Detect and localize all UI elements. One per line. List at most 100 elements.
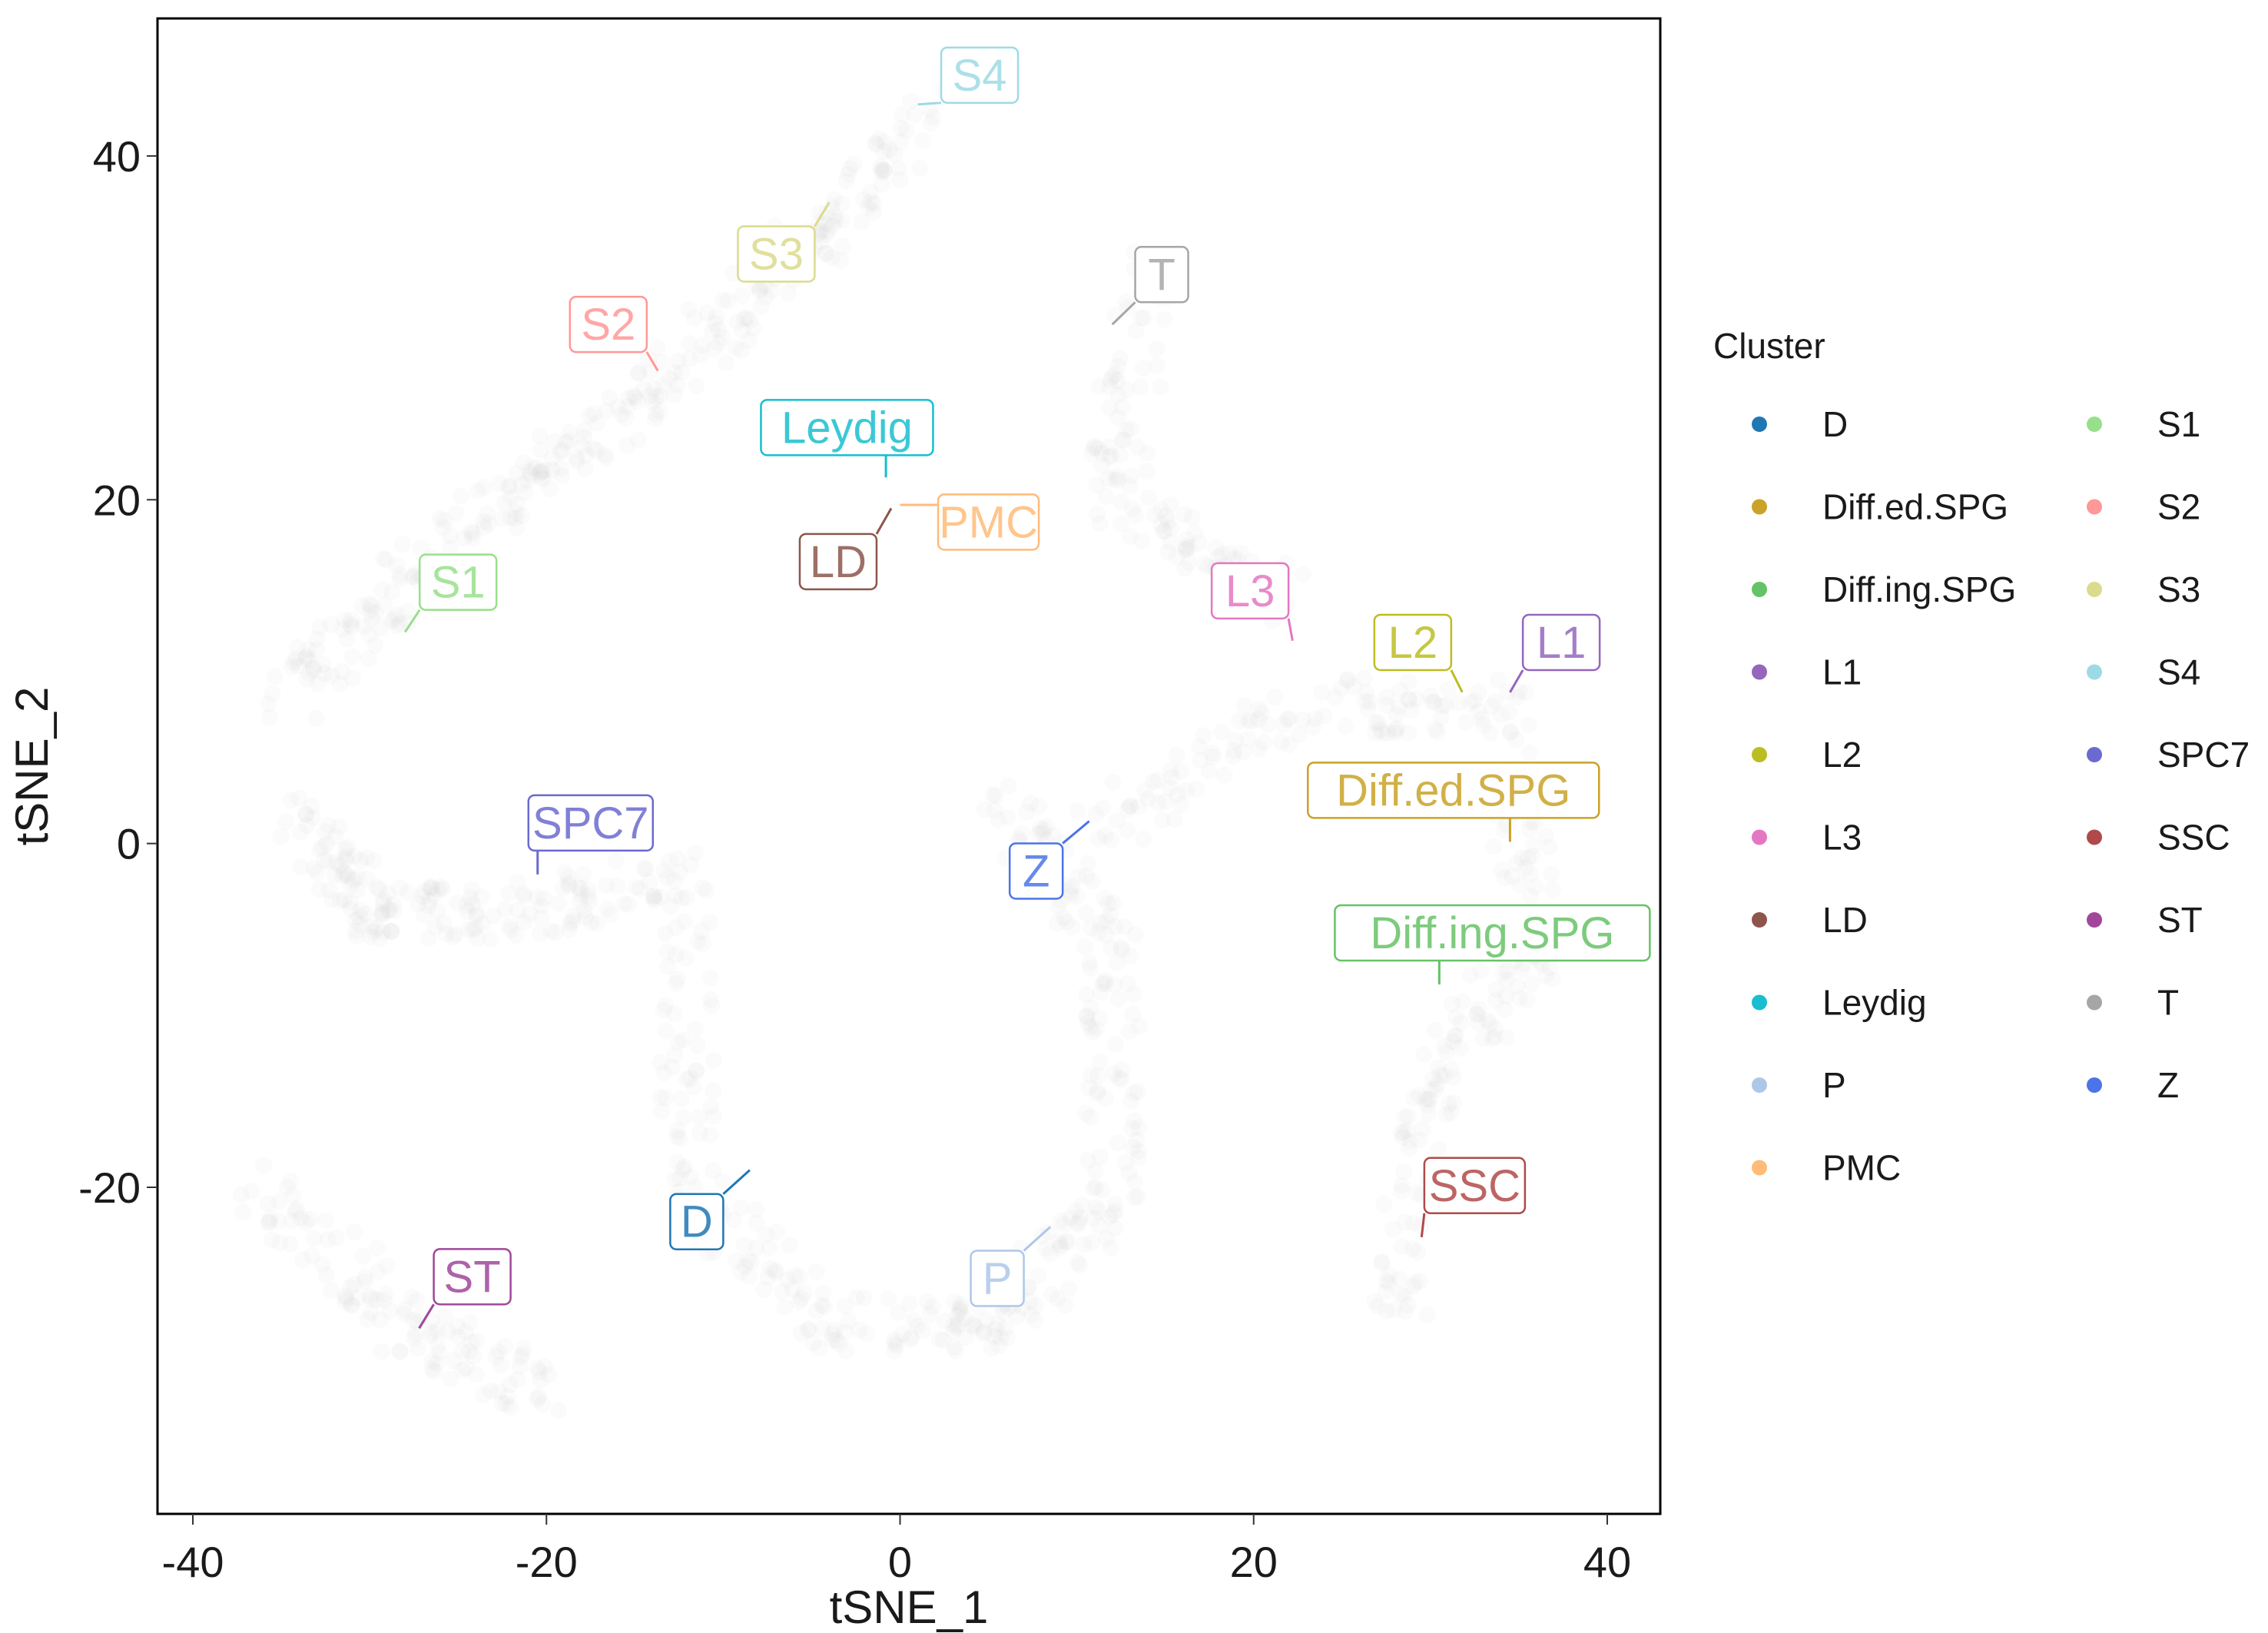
faint-point xyxy=(1525,837,1543,855)
faint-point xyxy=(1112,446,1129,464)
faint-point xyxy=(1112,493,1130,511)
faint-point xyxy=(1127,506,1145,524)
faint-point xyxy=(975,1325,992,1343)
faint-point xyxy=(432,878,449,895)
faint-point xyxy=(1100,438,1118,456)
faint-point xyxy=(688,933,706,951)
faint-point xyxy=(642,363,659,380)
faint-point xyxy=(894,1326,911,1343)
faint-point xyxy=(532,463,549,480)
faint-point xyxy=(500,885,518,902)
faint-point xyxy=(1486,1028,1504,1046)
faint-point xyxy=(1259,715,1277,733)
faint-point xyxy=(1489,671,1507,689)
faint-point xyxy=(1162,496,1179,513)
faint-point xyxy=(371,930,389,948)
faint-point xyxy=(346,922,364,940)
faint-point xyxy=(1358,684,1375,702)
faint-point xyxy=(260,1195,277,1213)
faint-point xyxy=(487,1348,505,1366)
faint-point xyxy=(1081,960,1099,977)
faint-point xyxy=(1450,694,1467,712)
faint-point xyxy=(362,1304,380,1322)
cluster-label-ssc: SSC xyxy=(1420,1157,1527,1238)
faint-point xyxy=(388,556,406,574)
faint-point xyxy=(509,496,526,513)
faint-point xyxy=(1517,684,1534,702)
faint-point xyxy=(297,805,314,823)
faint-point xyxy=(337,848,355,865)
faint-point xyxy=(1156,522,1174,539)
faint-point xyxy=(1104,774,1122,792)
faint-point xyxy=(343,877,360,894)
faint-point xyxy=(792,1289,810,1307)
faint-point xyxy=(308,864,326,881)
faint-point xyxy=(1431,1067,1449,1084)
faint-point xyxy=(1078,904,1095,922)
faint-point xyxy=(581,892,598,910)
faint-point xyxy=(1122,420,1139,437)
faint-point xyxy=(1183,508,1201,526)
faint-point xyxy=(1126,1173,1143,1190)
faint-point xyxy=(653,1103,671,1120)
faint-point xyxy=(1076,938,1093,955)
faint-point xyxy=(453,1343,471,1360)
faint-point xyxy=(523,459,541,476)
faint-point xyxy=(607,852,625,869)
legend-swatch xyxy=(2087,417,2102,432)
legend-item-diff-ed-spg: Diff.ed.SPG xyxy=(1752,487,2008,527)
faint-point xyxy=(1038,818,1056,835)
faint-point xyxy=(823,1331,841,1349)
faint-point xyxy=(509,873,526,891)
faint-point xyxy=(368,1291,386,1309)
faint-point xyxy=(1056,1296,1074,1314)
faint-point xyxy=(580,881,597,898)
faint-point xyxy=(1387,725,1404,742)
faint-point xyxy=(989,1315,1006,1333)
faint-point xyxy=(543,461,561,479)
faint-point xyxy=(327,853,345,871)
faint-point xyxy=(1544,971,1561,988)
faint-point xyxy=(547,924,565,941)
faint-point xyxy=(665,363,683,381)
faint-point xyxy=(976,1323,993,1341)
faint-point xyxy=(701,914,718,931)
faint-point xyxy=(407,1325,424,1343)
faint-point xyxy=(1069,1253,1086,1271)
faint-point xyxy=(495,494,512,512)
faint-point xyxy=(1498,962,1516,980)
legend-label: SSC xyxy=(2157,818,2230,858)
faint-point xyxy=(334,620,352,638)
faint-point xyxy=(362,918,380,935)
faint-point xyxy=(1519,849,1537,867)
faint-point xyxy=(1372,721,1389,739)
faint-point xyxy=(508,464,526,482)
faint-point xyxy=(1391,1270,1408,1288)
faint-point xyxy=(390,879,408,897)
faint-point xyxy=(373,905,391,923)
faint-point xyxy=(857,1325,875,1343)
faint-point xyxy=(681,350,698,367)
faint-point xyxy=(837,1342,854,1359)
faint-point xyxy=(532,909,550,927)
faint-point xyxy=(1457,714,1474,731)
faint-point xyxy=(812,233,830,251)
faint-point xyxy=(337,841,354,858)
legend-label: LD xyxy=(1822,900,1868,940)
faint-point xyxy=(320,817,337,834)
faint-point xyxy=(706,340,724,357)
faint-point xyxy=(687,1062,705,1080)
faint-point xyxy=(1157,792,1175,810)
faint-point xyxy=(323,891,340,908)
faint-point xyxy=(597,449,615,466)
faint-point xyxy=(617,409,635,427)
faint-point xyxy=(1239,712,1257,729)
faint-point xyxy=(260,1213,277,1231)
faint-point xyxy=(676,913,694,931)
faint-point xyxy=(408,1291,426,1309)
faint-point xyxy=(261,709,279,726)
faint-point xyxy=(263,1231,280,1249)
faint-point xyxy=(1085,439,1102,456)
faint-point xyxy=(906,106,923,124)
leader-line xyxy=(1509,669,1524,693)
